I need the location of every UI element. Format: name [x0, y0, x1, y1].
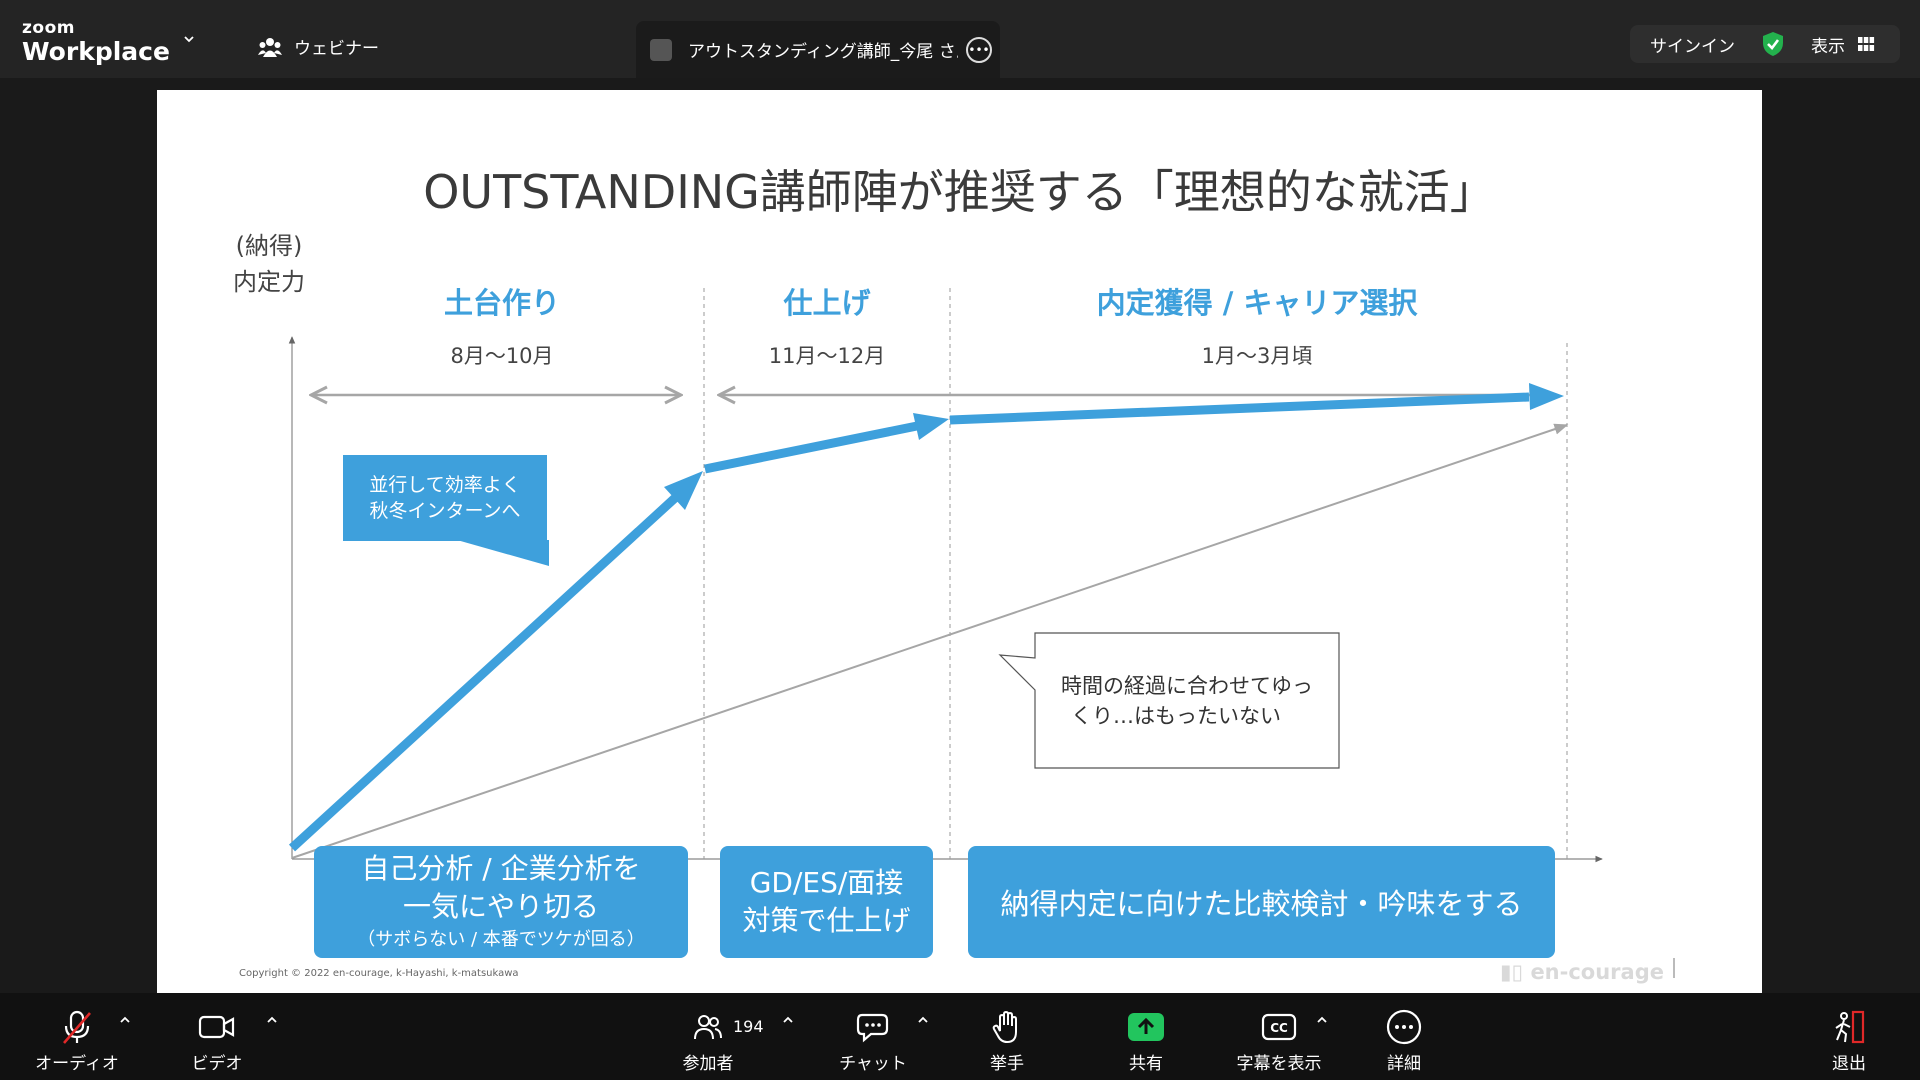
ideal-path-arrowhead-1: [664, 471, 703, 510]
participants-icon: [694, 1015, 722, 1040]
more-icon: [1386, 1009, 1422, 1045]
period-label-1: 8月〜10月: [450, 344, 554, 368]
top-bar: zoom Workplace ウェビナー アウトスタンディング講師_今尾 さんの…: [0, 0, 1920, 78]
zoom-logo: zoom Workplace: [22, 18, 170, 66]
view-button[interactable]: 表示: [1811, 36, 1845, 57]
meeting-tab[interactable]: アウトスタンディング講師_今尾 さんの •••: [636, 21, 1000, 78]
captions-options-caret-icon[interactable]: [1316, 1015, 1328, 1025]
phase-label-finishing: 仕上げ: [783, 286, 871, 320]
chat-button[interactable]: チャット: [818, 1009, 928, 1074]
slide-title: OUTSTANDING講師陣が推奨する「理想的な就活」: [423, 165, 1496, 219]
chevron-down-icon[interactable]: [184, 34, 194, 44]
leave-button[interactable]: 退出: [1794, 1009, 1904, 1074]
captions-button[interactable]: CC 字幕を表示: [1224, 1009, 1334, 1074]
bottom-toolbar: オーディオ ビデオ 参加者 194: [0, 993, 1920, 1080]
more-options-icon[interactable]: •••: [966, 36, 992, 63]
shield-check-icon[interactable]: [1761, 31, 1785, 57]
more-button[interactable]: 詳細: [1349, 1009, 1459, 1074]
raise-hand-button[interactable]: 挙手: [952, 1009, 1062, 1074]
phase-box-offer: 納得内定に向けた比較検討・吟味をする: [968, 846, 1555, 958]
video-camera-icon: [198, 1015, 235, 1039]
closed-captions-icon: CC: [1261, 1013, 1297, 1041]
participants-button[interactable]: 参加者: [653, 1009, 763, 1074]
audio-options-caret-icon[interactable]: [119, 1015, 131, 1025]
slow-trend-line: [291, 423, 1569, 859]
share-screen-icon: [1128, 1013, 1164, 1041]
callout-intern: 並行して効率よく 秋冬インターンへ: [343, 455, 547, 541]
period-label-2: 11月〜12月: [768, 344, 886, 368]
webinar-button[interactable]: ウェビナー: [258, 34, 379, 59]
share-button[interactable]: 共有: [1091, 1009, 1201, 1074]
participants-options-caret-icon[interactable]: [782, 1015, 794, 1025]
phase-box-foundation: 自己分析 / 企業分析を 一気にやり切る （サボらない / 本番でツケが回る）: [314, 846, 688, 958]
copyright-text: Copyright © 2022 en-courage, k-Hayashi, …: [239, 968, 519, 979]
video-options-caret-icon[interactable]: [266, 1015, 278, 1025]
shared-slide: OUTSTANDING講師陣が推奨する「理想的な就活」 (納得) 内定力 土台作…: [157, 90, 1762, 993]
y-axis-label: (納得) 内定力: [233, 232, 305, 296]
participant-count: 194: [733, 1017, 764, 1036]
leave-door-icon: [1835, 1010, 1865, 1044]
grid-icon[interactable]: [1857, 36, 1875, 52]
ideal-path-arrowhead-2: [913, 413, 949, 440]
signin-button[interactable]: サインイン: [1650, 36, 1735, 57]
people-icon: [258, 37, 282, 57]
ideal-path-segment-1: [288, 494, 679, 852]
tab-icon: [650, 38, 672, 61]
ideal-path-segment-3: [949, 392, 1530, 425]
slide-chart: [288, 288, 1603, 863]
ideal-path-segment-2: [704, 421, 918, 474]
video-button[interactable]: ビデオ: [162, 1009, 272, 1074]
callout-slow: 時間の経過に合わせてゆっ くり…はもったいない: [1061, 673, 1313, 728]
callout-white-outline: [998, 632, 1340, 769]
callout-blue-tail: [457, 540, 549, 566]
tab-title: アウトスタンディング講師_今尾 さんの: [688, 42, 958, 62]
period-label-3: 1月〜3月頃: [1201, 344, 1313, 368]
phase-box-finishing: GD/ES/面接 対策で仕上げ: [720, 846, 933, 958]
phase-label-foundation: 土台作り: [443, 286, 560, 320]
header-right-group: サインイン 表示: [1630, 25, 1900, 63]
divider: [1673, 958, 1675, 978]
svg-text:CC: CC: [1270, 1021, 1288, 1035]
microphone-muted-icon: [63, 1010, 91, 1044]
chat-icon: [856, 1013, 889, 1043]
audio-button[interactable]: オーディオ: [22, 1009, 132, 1074]
phase-label-offer: 内定獲得 / キャリア選択: [1096, 286, 1418, 320]
hand-icon: [992, 1010, 1017, 1044]
ideal-path-arrowhead-3: [1529, 383, 1564, 410]
chat-options-caret-icon[interactable]: [917, 1015, 929, 1025]
brand-logo: ▮▯ en-courage: [1500, 960, 1664, 984]
